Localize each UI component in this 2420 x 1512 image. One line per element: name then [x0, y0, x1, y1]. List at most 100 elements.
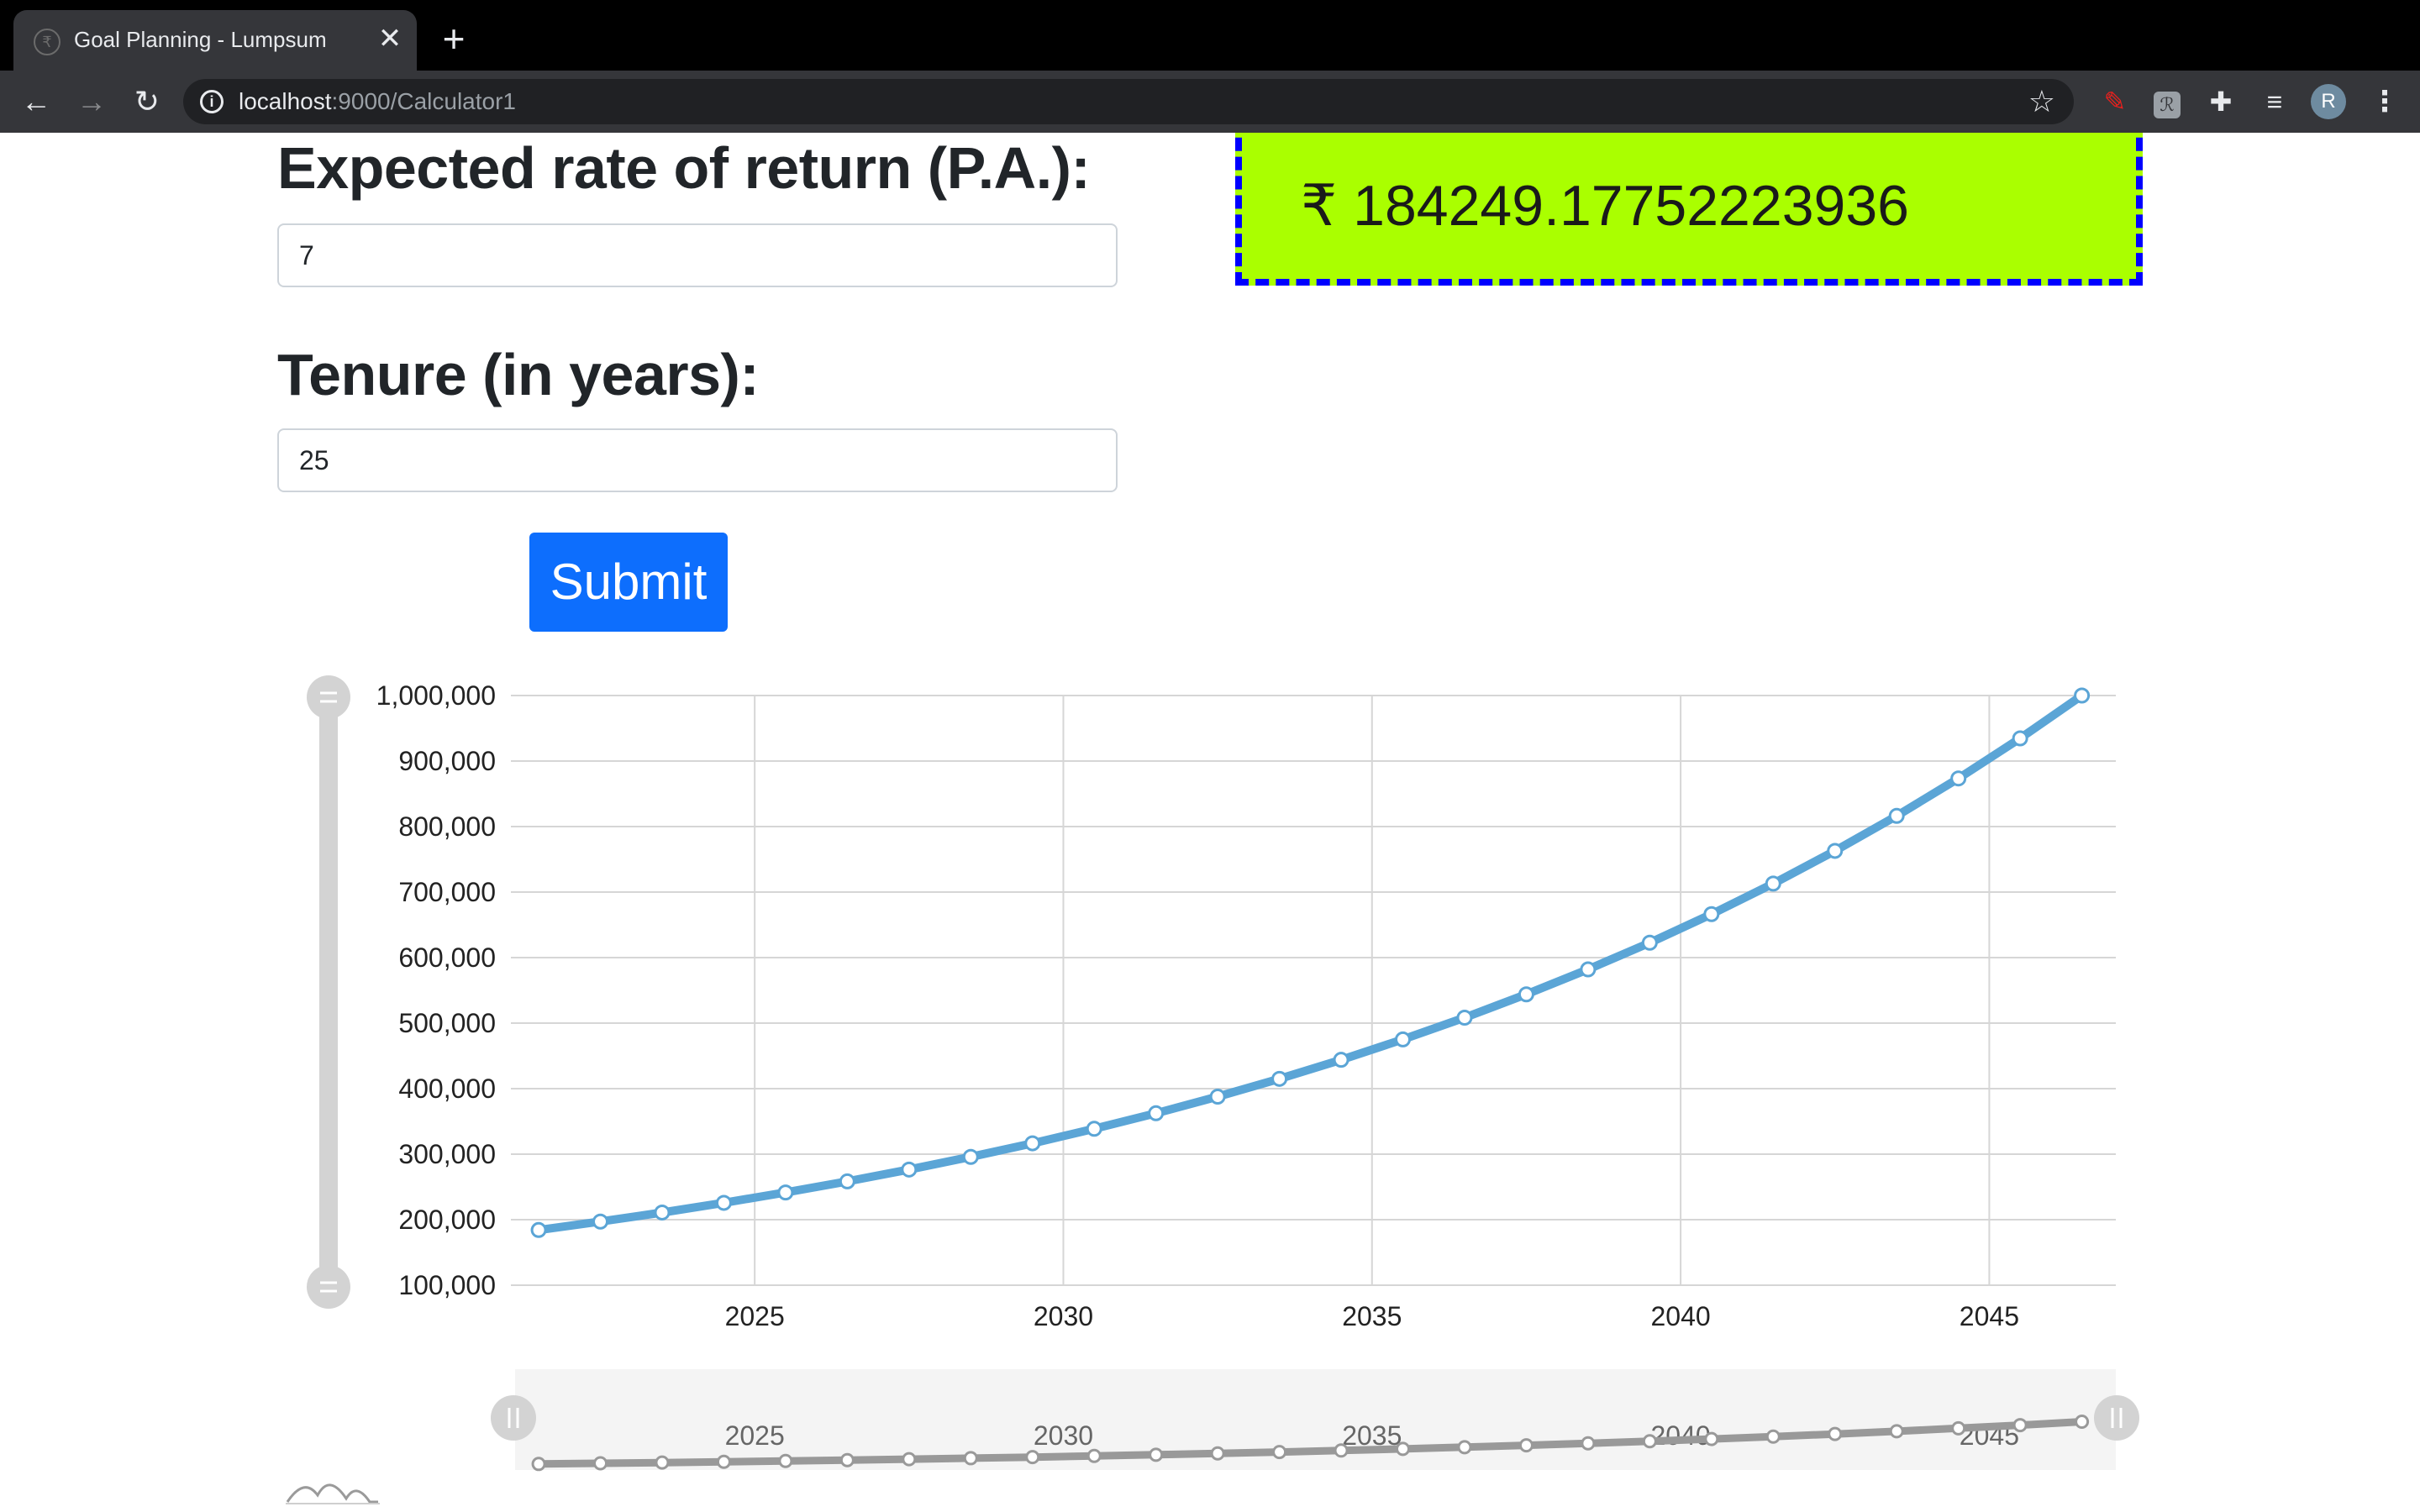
data-point	[777, 1184, 794, 1201]
chart-grid	[511, 695, 2116, 1286]
navigator-point	[716, 1454, 731, 1469]
navigator-point	[963, 1451, 978, 1466]
data-point	[1703, 906, 1720, 922]
navigator-point	[593, 1456, 608, 1471]
y-zoom-slider[interactable]	[307, 675, 350, 1309]
data-point	[1641, 934, 1658, 951]
new-tab-button[interactable]: +	[442, 17, 466, 60]
url-text[interactable]: localhost:9000/Calculator1	[239, 88, 516, 115]
navigator-point	[1642, 1434, 1657, 1449]
navigator-point	[1334, 1443, 1349, 1458]
info-icon[interactable]: i	[200, 90, 224, 113]
navigator-point	[1951, 1420, 1966, 1436]
profile-avatar[interactable]: R	[2311, 84, 2346, 119]
navigator-point	[1272, 1445, 1287, 1460]
data-point	[1950, 770, 1967, 787]
submit-button[interactable]: Submit	[529, 533, 728, 632]
media-control-icon[interactable]: ≡	[2266, 87, 2283, 117]
y-tick-label: 1,000,000	[376, 680, 496, 711]
data-point	[1518, 986, 1534, 1003]
data-point	[1024, 1135, 1041, 1152]
x-axis: 2025 2030 2035 2040 2045	[725, 1301, 2019, 1331]
browser-toolbar: ← → ↻ i localhost:9000/Calculator1 ☆ ✎ ℛ…	[0, 71, 2420, 133]
navigator-right-handle[interactable]	[2094, 1395, 2139, 1441]
navigator-tick-label: 2025	[725, 1420, 785, 1451]
data-point	[1086, 1121, 1102, 1137]
extension-icon[interactable]: ℛ	[2148, 82, 2186, 121]
data-point	[1827, 843, 1844, 859]
data-point	[901, 1161, 918, 1178]
x-tick-label: 2025	[725, 1301, 785, 1331]
navigator-point	[1025, 1450, 1040, 1465]
navigator-left-handle[interactable]	[491, 1395, 536, 1441]
navigator-point	[1149, 1447, 1164, 1462]
y-tick-label: 200,000	[398, 1205, 496, 1235]
browser-tab[interactable]: ₹ Goal Planning - Lumpsum ✕	[13, 10, 417, 71]
forward-arrow-icon[interactable]: →	[76, 84, 107, 118]
navigator-point	[1457, 1440, 1472, 1455]
page-content: Expected rate of return (P.A.): Tenure (…	[0, 133, 2420, 1512]
navigator-point	[1210, 1446, 1225, 1461]
navigator-point	[2075, 1415, 2090, 1430]
tab-title: Goal Planning - Lumpsum	[74, 27, 327, 52]
navigator-tick-label: 2030	[1034, 1420, 1093, 1451]
navigator-point	[655, 1455, 670, 1470]
rate-input[interactable]	[277, 223, 1118, 287]
data-point	[839, 1173, 855, 1189]
navigator-line	[534, 1418, 2086, 1468]
navigator-right-handle-circle[interactable]	[2094, 1395, 2139, 1441]
navigator-point	[902, 1452, 917, 1467]
y-slider-top-handle[interactable]	[307, 675, 350, 719]
navigator-point	[1828, 1426, 1843, 1441]
navigator-point	[2012, 1418, 2028, 1433]
data-point	[2074, 687, 2091, 704]
data-point	[1888, 807, 1905, 824]
kebab-menu-icon[interactable]: ⋮	[2370, 86, 2399, 118]
y-tick-label: 400,000	[398, 1074, 496, 1104]
tenure-input[interactable]	[277, 428, 1118, 492]
data-point	[1765, 875, 1781, 892]
star-icon[interactable]: ☆	[2028, 84, 2055, 118]
data-point	[2012, 730, 2028, 747]
data-point	[592, 1213, 609, 1230]
y-tick-label: 700,000	[398, 877, 496, 907]
url-host: localhost	[239, 88, 332, 114]
data-point	[654, 1204, 671, 1221]
url-path: :9000/Calculator1	[331, 88, 516, 114]
data-point	[1395, 1031, 1412, 1047]
y-tick-label: 800,000	[398, 811, 496, 842]
navigator-point	[1086, 1448, 1102, 1463]
navigator-left-handle-circle[interactable]	[491, 1395, 536, 1441]
series-points	[530, 687, 2091, 1238]
back-arrow-icon[interactable]: ←	[21, 84, 51, 118]
series-line	[534, 691, 2086, 1235]
data-point	[530, 1221, 547, 1238]
reload-icon[interactable]: ↻	[134, 84, 160, 118]
y-tick-label: 600,000	[398, 942, 496, 973]
data-point	[962, 1148, 979, 1165]
close-tab-icon[interactable]: ✕	[377, 23, 402, 55]
address-bar[interactable]: i localhost:9000/Calculator1 ☆	[183, 79, 2074, 124]
navigator-point	[1518, 1438, 1534, 1453]
puzzle-icon[interactable]: ✚	[2209, 87, 2233, 117]
rupee-favicon-icon: ₹	[34, 29, 60, 55]
growth-chart: 100,000 200,000 300,000 400,000 500,000 600,0…	[286, 675, 2139, 1504]
rate-label: Expected rate of return (P.A.):	[277, 135, 1091, 201]
chart-logo-icon	[286, 1483, 378, 1504]
navigator-point	[1889, 1424, 1904, 1439]
y-tick-label: 300,000	[398, 1139, 496, 1169]
navigator-point	[778, 1453, 793, 1468]
navigator-point	[839, 1452, 855, 1467]
y-slider-track[interactable]	[319, 696, 338, 1284]
y-slider-bottom-handle[interactable]	[307, 1265, 350, 1309]
navigator-point	[1704, 1431, 1719, 1446]
data-point	[1271, 1070, 1288, 1087]
y-tick-label: 100,000	[398, 1270, 496, 1300]
navigator-point	[1581, 1436, 1596, 1451]
y-tick-label: 900,000	[398, 746, 496, 776]
x-tick-label: 2030	[1034, 1301, 1093, 1331]
result-box: ₹ 184249.17752223936	[1235, 133, 2143, 286]
navigator-point	[531, 1457, 546, 1472]
pen-extension-icon[interactable]: ✎	[2103, 87, 2127, 117]
x-tick-label: 2040	[1651, 1301, 1711, 1331]
